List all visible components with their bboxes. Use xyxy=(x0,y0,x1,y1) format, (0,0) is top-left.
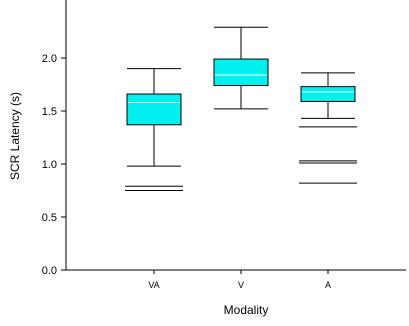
y-axis-ticks: 0.0 0.5 1.0 1.5 2.0 xyxy=(42,53,66,277)
y-tick-label: 1.0 xyxy=(42,159,57,171)
x-tick-label: V xyxy=(238,280,244,290)
iqr-box xyxy=(213,58,269,87)
x-tick-label: A xyxy=(325,280,331,290)
iqr-box xyxy=(126,93,182,126)
y-tick-label: 0.5 xyxy=(42,212,57,224)
x-tick-label: VA xyxy=(148,280,159,290)
iqr-box xyxy=(300,86,356,102)
y-tick-label: 0.0 xyxy=(42,265,57,277)
box-a xyxy=(299,72,357,184)
y-tick-label: 1.5 xyxy=(42,106,57,118)
x-axis-category-labels: VA V A xyxy=(148,270,331,290)
box-va xyxy=(125,68,183,191)
y-tick-label: 2.0 xyxy=(42,53,57,65)
plot-area xyxy=(65,0,406,271)
boxes xyxy=(125,26,357,191)
y-axis-title: SCR Latency (s) xyxy=(8,92,22,180)
box-v xyxy=(213,26,269,110)
x-axis-title: Modality xyxy=(224,303,269,317)
